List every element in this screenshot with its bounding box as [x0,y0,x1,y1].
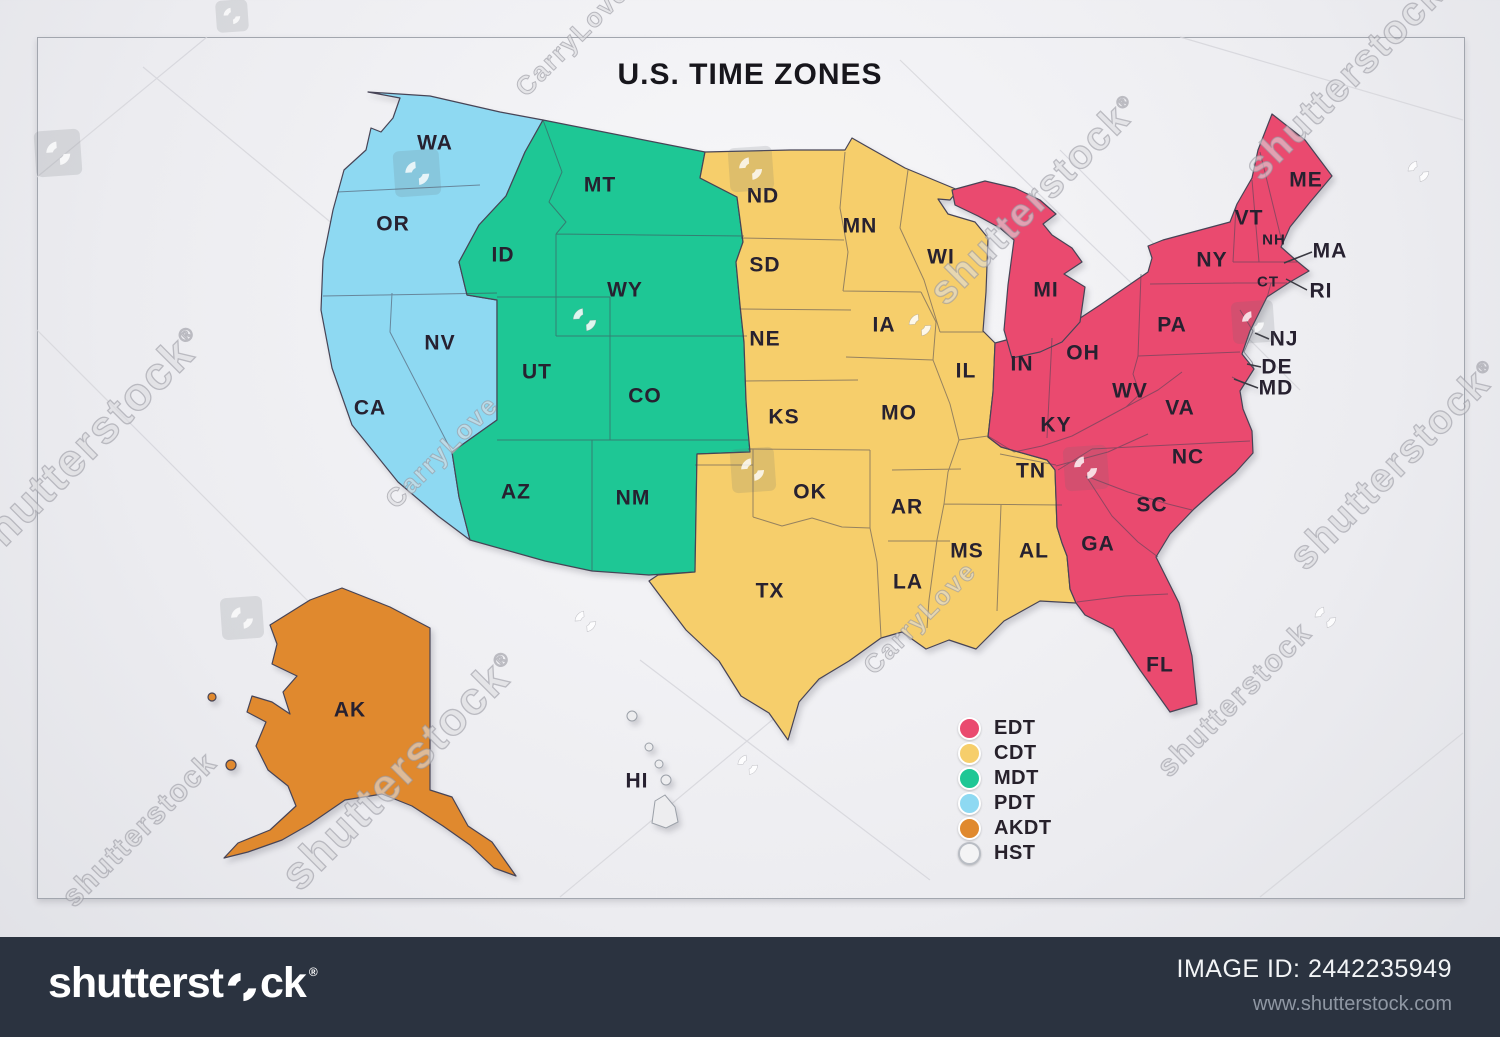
legend-label: MDT [994,767,1039,789]
legend-swatch [958,842,981,865]
legend-swatch [958,817,981,840]
state-label-vt: VT [1235,207,1264,230]
zone-edt-michigan [951,180,1086,359]
state-label-wi: WI [927,246,955,269]
map-frame [37,37,1465,899]
legend-label: HST [994,842,1036,864]
legend-item: MDT [958,766,1052,791]
state-label-ks: KS [768,406,799,429]
shutterstock-logo: shutterst ck ® [48,959,318,1008]
state-label-mn: MN [843,215,878,238]
legend-item: HST [958,841,1052,866]
shutterstock-mark-icon [225,970,259,1004]
state-label-id: ID [492,244,515,267]
website-url: www.shutterstock.com [1253,993,1452,1015]
state-labels: WA OR CA NV ID MT WY UT CO AZ NM ND SD NE KS OK TX MN IA MO… [334,132,1348,793]
state-label-pa: PA [1157,314,1187,337]
legend-item: AKDT [958,816,1052,841]
state-label-ia: IA [873,314,896,337]
bottom-bar: shutterst ck ® IMAGE ID: 2442235949 www.… [0,937,1500,1037]
alaska-island [225,759,237,771]
state-label-ky: KY [1040,414,1071,437]
state-label-ri: RI [1310,280,1333,303]
logo-text-prefix: shutterst [48,959,224,1007]
state-label-al: AL [1019,540,1049,563]
state-label-ga: GA [1081,533,1115,556]
legend-item: PDT [958,791,1052,816]
state-label-ma: MA [1313,240,1348,263]
state-label-in: IN [1011,353,1034,376]
legend-item: EDT [958,716,1052,741]
state-label-nv: NV [424,332,455,355]
legend-label: CDT [994,742,1037,764]
state-label-mt: MT [584,174,616,197]
state-label-hi: HI [626,770,649,793]
legend-label: AKDT [994,817,1052,839]
legend-label: PDT [994,792,1036,814]
state-label-mo: MO [881,402,917,425]
state-label-wy: WY [607,279,643,302]
legend: EDT CDT MDT PDT AKDT HST [958,716,1052,866]
state-label-ct: CT [1257,274,1279,291]
state-label-ak: AK [334,699,366,722]
landmass [207,91,1333,877]
state-label-oh: OH [1066,342,1100,365]
state-label-nd: ND [747,185,779,208]
state-label-fl: FL [1146,654,1174,677]
zone-cdt [648,137,1077,741]
legend-label: EDT [994,717,1036,739]
state-label-ms: MS [950,540,984,563]
state-label-ar: AR [891,496,923,519]
legend-item: CDT [958,741,1052,766]
state-label-mi: MI [1033,279,1058,302]
state-label-va: VA [1165,397,1195,420]
zone-akdt-alaska [223,587,517,877]
legend-swatch [958,717,981,740]
state-label-md: MD [1259,377,1294,400]
state-label-sc: SC [1136,494,1167,517]
logo-text-suffix: ck [259,959,307,1007]
state-label-la: LA [893,571,923,594]
state-label-tn: TN [1016,460,1046,483]
trademark-symbol: ® [308,964,318,979]
alaska-island [207,692,217,702]
state-label-nh: NH [1262,232,1286,249]
state-label-ne: NE [749,328,780,351]
legend-swatch [958,767,981,790]
state-label-nj: NJ [1270,328,1299,351]
state-label-wa: WA [417,132,453,155]
legend-swatch [958,742,981,765]
state-label-ut: UT [522,361,552,384]
state-label-de: DE [1261,356,1292,379]
state-label-wv: WV [1112,380,1148,403]
state-label-nm: NM [616,487,651,510]
state-label-ca: CA [354,397,386,420]
state-label-nc: NC [1172,446,1204,469]
label-callout-lines [1233,251,1313,389]
state-label-az: AZ [501,481,531,504]
state-label-me: ME [1289,169,1323,192]
state-label-co: CO [628,385,662,408]
state-label-ny: NY [1196,249,1227,272]
state-label-il: IL [956,360,977,383]
image-id: IMAGE ID: 2442235949 [1176,955,1452,983]
hawaii-islands [626,710,679,829]
state-label-ok: OK [793,481,827,504]
state-label-tx: TX [756,580,785,603]
page-title: U.S. TIME ZONES [617,58,883,91]
legend-swatch [958,792,981,815]
state-label-sd: SD [749,254,780,277]
zone-edt [987,113,1333,713]
image-credits: IMAGE ID: 2442235949 www.shutterstock.co… [1177,955,1452,1016]
state-label-or: OR [376,213,410,236]
